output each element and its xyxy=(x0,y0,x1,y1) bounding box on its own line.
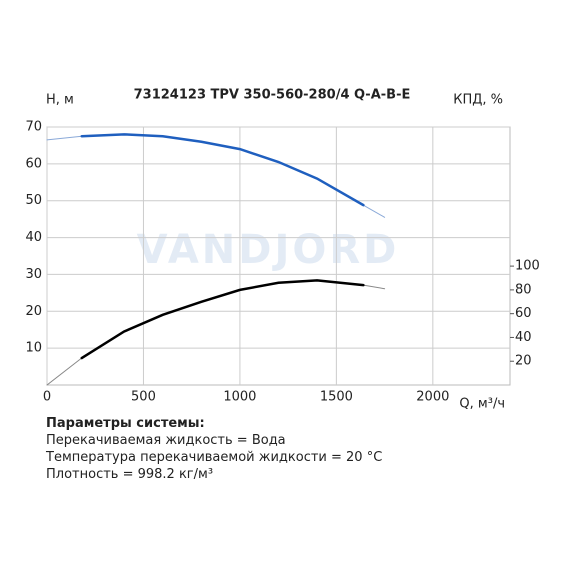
parameters: Параметры системы: Перекачиваемая жидкос… xyxy=(46,415,382,483)
curve xyxy=(46,133,386,218)
y-tick-label: 40 xyxy=(25,230,42,245)
y2-tick-label: 40 xyxy=(515,330,532,345)
x-tick-label: 1500 xyxy=(320,390,353,405)
chart: 73124123 TPV 350-560-280/4 Q-A-B-E H, м … xyxy=(25,88,540,411)
y-tick-label: 30 xyxy=(25,267,42,282)
x-tick-label: 500 xyxy=(131,390,156,405)
y2-tick-label: 20 xyxy=(515,354,532,369)
parameter-line: Температура перекачиваемой жидкости = 20… xyxy=(46,450,383,465)
y-tick-label: 60 xyxy=(25,156,42,171)
parameter-line: Плотность = 998.2 кг/м³ xyxy=(46,467,214,482)
x-tick-label: 1000 xyxy=(223,390,256,405)
y2-tick-label: 60 xyxy=(515,306,532,321)
parameters-title: Параметры системы: xyxy=(46,416,205,431)
y2-tick-label: 80 xyxy=(515,282,532,297)
y-tick-label: 70 xyxy=(25,120,42,135)
chart-title: 73124123 TPV 350-560-280/4 Q-A-B-E xyxy=(134,88,411,103)
x-tick-label: 0 xyxy=(43,390,51,405)
x-axis-label: Q, м³/ч xyxy=(459,397,505,411)
y-axis-label: H, м xyxy=(46,93,74,108)
y2-tick-label: 100 xyxy=(515,259,540,274)
curve xyxy=(80,279,365,360)
y-tick-label: 50 xyxy=(25,193,42,208)
y2-axis-label: КПД, % xyxy=(453,93,503,108)
y-tick-label: 20 xyxy=(25,304,42,319)
parameter-line: Перекачиваемая жидкость = Вода xyxy=(46,433,286,448)
watermark: VANDJORD xyxy=(137,227,400,273)
x-tick-label: 2000 xyxy=(416,390,449,405)
y-tick-label: 10 xyxy=(25,341,42,356)
curve xyxy=(80,133,365,207)
